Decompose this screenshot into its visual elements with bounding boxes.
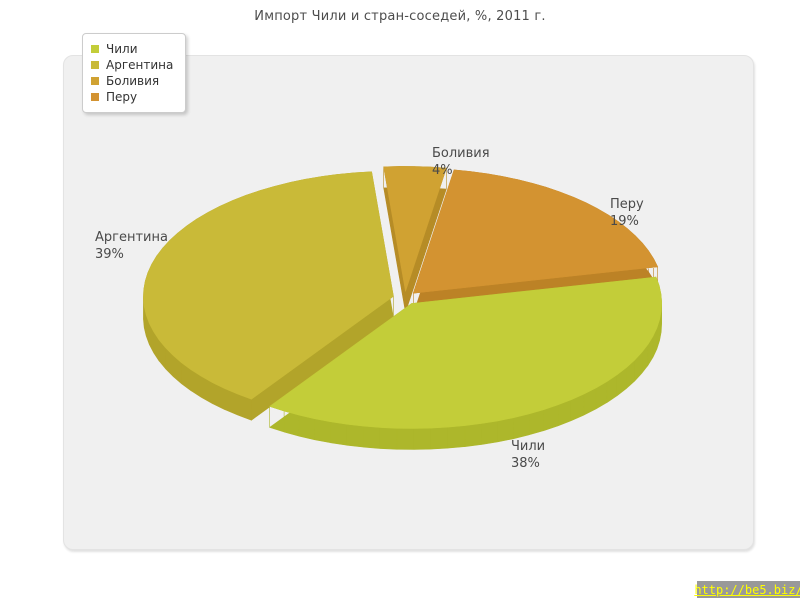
slice-label-peru: Перу 19% — [610, 196, 644, 230]
pie-slice[interactable] — [269, 276, 663, 429]
slice-label-bolivia: Боливия 4% — [432, 145, 490, 179]
legend-item-chile[interactable]: Чили — [91, 42, 173, 56]
slice-label-name: Аргентина — [95, 230, 168, 245]
legend-label: Перу — [106, 90, 138, 104]
legend-label: Боливия — [106, 74, 160, 88]
slice-label-pct: 39% — [95, 247, 124, 262]
pie-slice[interactable] — [412, 169, 659, 294]
legend-item-argentina[interactable]: Аргентина — [91, 58, 173, 72]
slice-label-argentina: Аргентина 39% — [95, 229, 168, 263]
legend-item-peru[interactable]: Перу — [91, 90, 173, 104]
legend-label: Аргентина — [106, 58, 174, 72]
pie-slice[interactable] — [143, 171, 394, 400]
watermark-bar: http://be5.biz/ — [694, 581, 800, 598]
slice-label-chile: Чили 38% — [511, 438, 545, 472]
legend-swatch-bolivia — [91, 77, 99, 85]
legend-swatch-chile — [91, 45, 99, 53]
legend-swatch-peru — [91, 93, 99, 101]
slice-label-pct: 19% — [610, 214, 639, 229]
legend-label: Чили — [106, 42, 138, 56]
slice-label-name: Чили — [511, 439, 546, 454]
legend: Чили Аргентина Боливия Перу — [82, 33, 187, 113]
page-title: Импорт Чили и стран-соседей, %, 2011 г. — [254, 9, 546, 24]
pie-slice[interactable] — [383, 166, 447, 292]
legend-swatch-argentina — [91, 61, 99, 69]
slice-label-pct: 4% — [432, 163, 453, 178]
slice-label-pct: 38% — [511, 456, 540, 471]
watermark-link[interactable]: http://be5.biz/ — [694, 582, 800, 597]
legend-item-bolivia[interactable]: Боливия — [91, 74, 173, 88]
slice-label-name: Перу — [610, 197, 644, 212]
slice-label-name: Боливия — [432, 146, 490, 161]
